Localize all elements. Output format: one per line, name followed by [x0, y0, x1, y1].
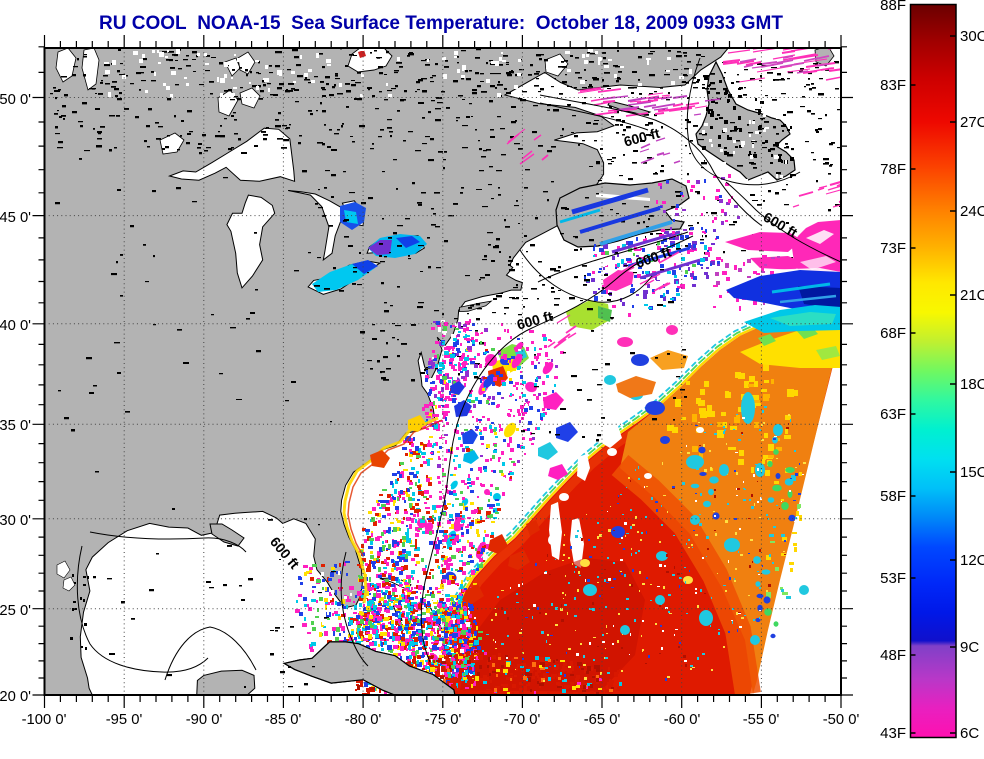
- svg-text:20 0': 20 0': [0, 689, 31, 705]
- svg-text:58F: 58F: [880, 488, 906, 505]
- svg-text:RU COOL NOAA-15 Sea Surface: RU COOL NOAA-15 Sea Surface Temperature:…: [99, 13, 783, 34]
- svg-text:63F: 63F: [880, 406, 906, 423]
- svg-text:50 0': 50 0': [0, 92, 31, 108]
- svg-text:-60 0': -60 0': [664, 712, 701, 728]
- svg-text:-55 0': -55 0': [743, 712, 780, 728]
- svg-text:40 0': 40 0': [0, 318, 31, 334]
- svg-text:-70 0': -70 0': [504, 712, 541, 728]
- svg-text:73F: 73F: [880, 240, 906, 257]
- svg-text:-90 0': -90 0': [186, 712, 223, 728]
- svg-text:27C: 27C: [960, 114, 984, 131]
- svg-text:-80 0': -80 0': [345, 712, 382, 728]
- svg-text:68F: 68F: [880, 325, 906, 342]
- svg-text:-95 0': -95 0': [106, 712, 143, 728]
- svg-text:83F: 83F: [880, 77, 906, 94]
- svg-text:-65 0': -65 0': [584, 712, 621, 728]
- svg-text:88F: 88F: [880, 0, 906, 14]
- svg-text:12C: 12C: [960, 552, 984, 569]
- svg-text:30 0': 30 0': [0, 513, 31, 529]
- svg-text:53F: 53F: [880, 570, 906, 587]
- svg-text:-75 0': -75 0': [425, 712, 462, 728]
- svg-text:35 0': 35 0': [0, 418, 31, 434]
- svg-text:9C: 9C: [960, 639, 979, 656]
- svg-text:6C: 6C: [960, 725, 979, 742]
- svg-text:43F: 43F: [880, 725, 906, 742]
- svg-text:18C: 18C: [960, 376, 984, 393]
- svg-text:25 0': 25 0': [0, 603, 31, 619]
- svg-text:78F: 78F: [880, 161, 906, 178]
- svg-text:-100 0': -100 0': [22, 712, 67, 728]
- svg-text:24C: 24C: [960, 203, 984, 220]
- svg-text:-85 0': -85 0': [265, 712, 302, 728]
- svg-text:15C: 15C: [960, 464, 984, 481]
- svg-text:30C: 30C: [960, 28, 984, 45]
- svg-text:45 0': 45 0': [0, 210, 31, 226]
- svg-text:-50 0': -50 0': [823, 712, 860, 728]
- svg-text:21C: 21C: [960, 287, 984, 304]
- svg-text:48F: 48F: [880, 647, 906, 664]
